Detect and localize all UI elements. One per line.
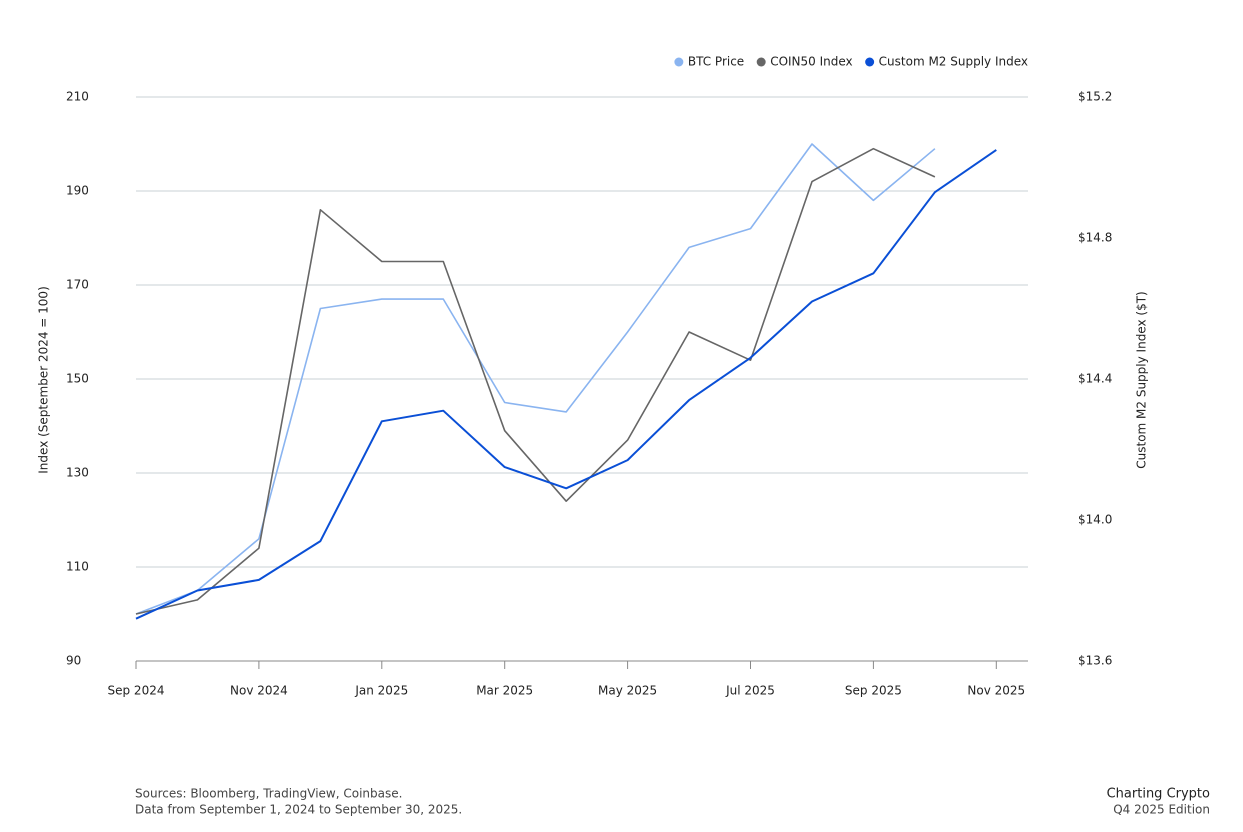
legend-marker <box>756 57 766 67</box>
x-tick-label: Jul 2025 <box>725 684 775 698</box>
legend-marker <box>674 57 684 67</box>
series-line <box>135 143 936 615</box>
y2-tick-label: $15.2 <box>1078 90 1112 104</box>
x-tick-label: Mar 2025 <box>476 684 533 698</box>
x-tick-label: May 2025 <box>598 684 657 698</box>
series-line <box>135 149 997 620</box>
legend-label: COIN50 Index <box>770 55 852 69</box>
source: Sources: Bloomberg, TradingView, Coinbas… <box>135 787 402 801</box>
x-tick-label: Nov 2024 <box>230 684 288 698</box>
y2-tick-label: $14.0 <box>1078 513 1112 527</box>
x-tick-label: Nov 2025 <box>967 684 1025 698</box>
y2-tick-label: $13.6 <box>1078 654 1112 668</box>
legend-label: BTC Price <box>688 55 744 69</box>
y2-tick-label: $14.8 <box>1078 231 1112 245</box>
y-tick-label: 190 <box>66 184 89 198</box>
note: Data from September 1, 2024 to September… <box>135 803 462 817</box>
y-tick-label: 170 <box>66 278 89 292</box>
legend-label: Custom M2 Supply Index <box>879 55 1028 69</box>
brand: Charting Crypto <box>1107 787 1210 802</box>
y-tick-label: 90 <box>66 654 81 668</box>
y-tick-label: 150 <box>66 372 89 386</box>
y-tick-label: 130 <box>66 466 89 480</box>
legend-marker <box>865 57 875 67</box>
x-tick-label: Sep 2025 <box>845 684 902 698</box>
series-line <box>135 147 936 615</box>
y-tick-label: 210 <box>66 90 89 104</box>
y2-axis-title: Custom M2 Supply Index ($T) <box>1135 291 1149 468</box>
x-tick-label: Sep 2024 <box>108 684 165 698</box>
edition: Q4 2025 Edition <box>1113 803 1210 817</box>
y2-tick-label: $14.4 <box>1078 372 1112 386</box>
x-tick-label: Jan 2025 <box>354 684 408 698</box>
y-tick-label: 110 <box>66 560 89 574</box>
y-axis-title: Index (September 2024 = 100) <box>37 286 51 473</box>
